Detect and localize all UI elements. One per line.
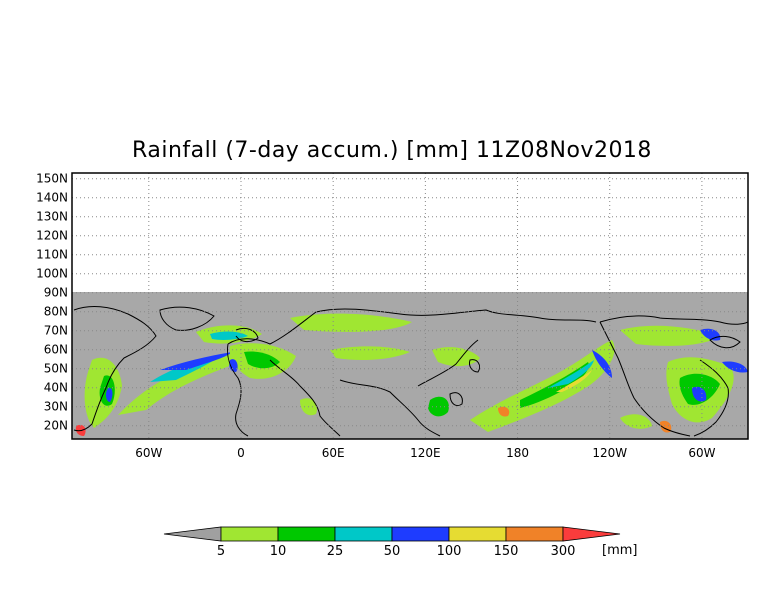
lat-tick-label: 130N [36,210,68,224]
lat-tick-label: 90N [44,286,68,300]
lat-tick-label: 40N [44,381,68,395]
colorbar: 5 10 25 50 100 150 300 [163,526,621,559]
lat-tick-label: 70N [44,324,68,338]
map-frame [71,172,749,440]
lat-tick-label: 150N [36,172,68,186]
coastlines [73,306,748,437]
colorbar-level-label: 5 [217,544,225,559]
lat-tick-label: 20N [44,419,68,433]
colorbar-segment [220,526,279,542]
lon-tick-label: 60W [135,446,162,460]
lat-tick-label: 110N [36,248,68,262]
lon-tick-label: 120E [410,446,441,460]
lon-tick-label: 180 [506,446,529,460]
lat-tick-label: 100N [36,267,68,281]
lat-tick-label: 80N [44,305,68,319]
colorbar-level-label: 25 [327,544,344,559]
lat-tick-label: 30N [44,400,68,414]
lat-tick-label: 60N [44,343,68,357]
colorbar-level-label: 100 [437,544,462,559]
data-region [72,292,748,439]
grid-lines [72,173,748,439]
colorbar-segment-above [562,526,621,542]
latitude-axis: 20N 30N 40N 50N 60N 70N 80N 90N 100N 110N 120N 130N… [36,172,68,433]
colorbar-level-label: 150 [494,544,519,559]
lon-tick-label: 60E [322,446,345,460]
colorbar-segment [505,526,564,542]
colorbar-segment [448,526,507,542]
colorbar-unit-label: [mm] [602,543,637,558]
colorbar-segment-below [163,526,222,542]
longitude-axis: 60W 0 60E 120E 180 120W 60W [135,446,715,460]
map-title: Rainfall (7-day accum.) [mm] 11Z08Nov201… [132,138,652,163]
lon-tick-label: 120W [592,446,627,460]
colorbar-level-label: 300 [551,544,576,559]
lon-tick-label: 60W [688,446,715,460]
lat-tick-label: 140N [36,191,68,205]
colorbar-level-label: 50 [384,544,401,559]
colorbar-segment [334,526,393,542]
lon-tick-label: 0 [237,446,245,460]
lat-tick-label: 50N [44,362,68,376]
colorbar-level-label: 10 [270,544,287,559]
lat-tick-label: 120N [36,229,68,243]
colorbar-segment [277,526,336,542]
colorbar-segment [391,526,450,542]
